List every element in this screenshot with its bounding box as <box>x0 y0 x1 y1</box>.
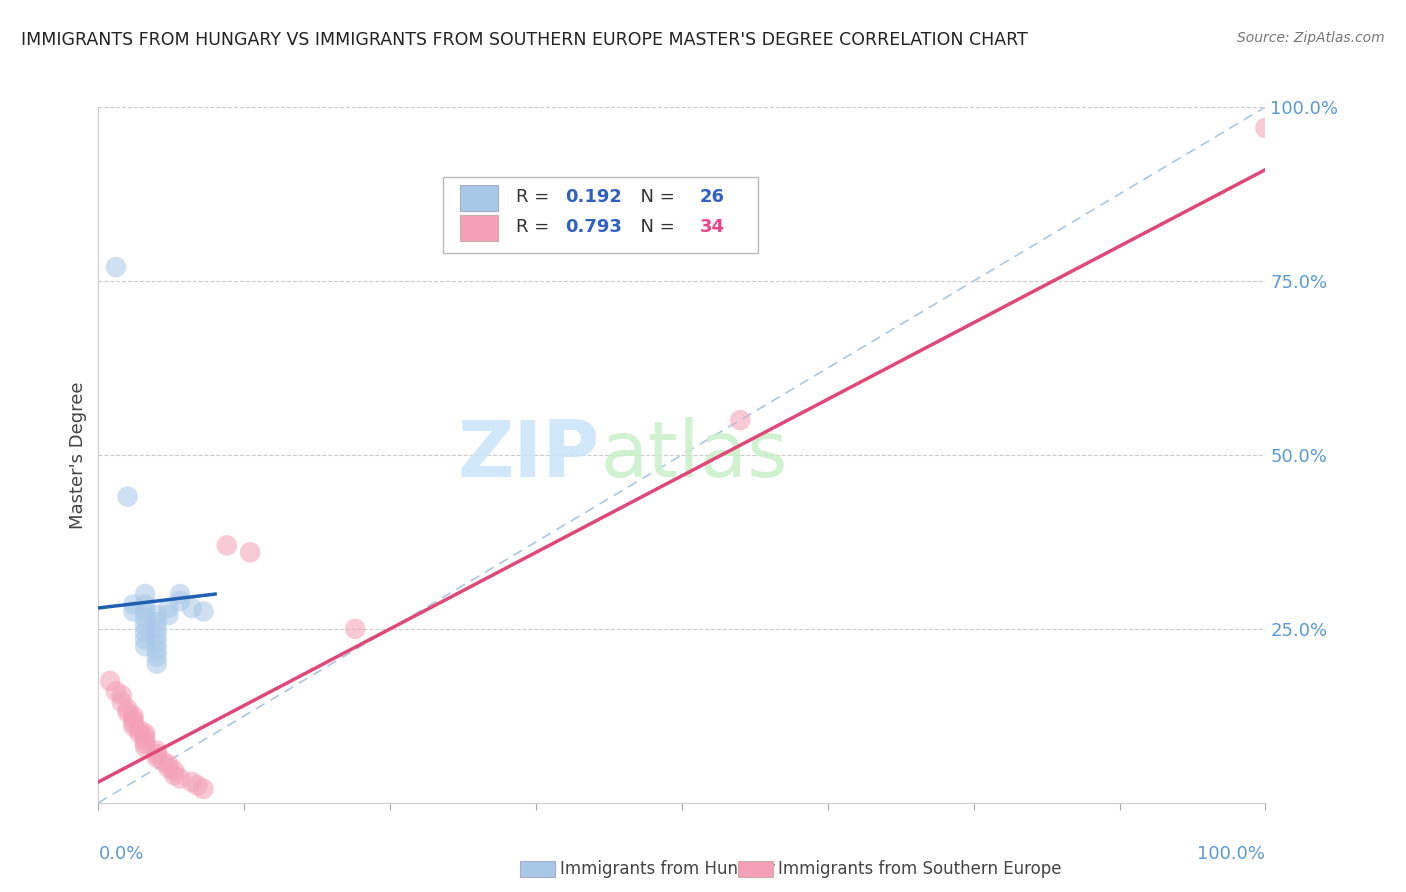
Text: N =: N = <box>630 219 681 236</box>
Point <box>157 757 180 772</box>
Point <box>169 587 191 601</box>
Point <box>157 761 180 775</box>
Point <box>104 684 127 698</box>
Text: ZIP: ZIP <box>458 417 600 493</box>
FancyBboxPatch shape <box>460 215 498 242</box>
Point <box>134 618 156 632</box>
Point <box>128 726 150 740</box>
FancyBboxPatch shape <box>460 185 498 211</box>
Point <box>104 260 127 274</box>
Point <box>239 545 262 559</box>
Point <box>730 413 752 427</box>
Point <box>157 607 180 622</box>
Text: 0.0%: 0.0% <box>98 845 143 863</box>
Point <box>134 598 156 612</box>
FancyBboxPatch shape <box>443 177 758 253</box>
Point <box>122 708 145 723</box>
Point <box>146 744 169 758</box>
Text: atlas: atlas <box>600 417 787 493</box>
Point <box>117 490 139 504</box>
Point <box>193 605 215 619</box>
Text: R =: R = <box>516 188 555 206</box>
Text: IMMIGRANTS FROM HUNGARY VS IMMIGRANTS FROM SOUTHERN EUROPE MASTER'S DEGREE CORRE: IMMIGRANTS FROM HUNGARY VS IMMIGRANTS FR… <box>21 31 1028 49</box>
Point <box>146 750 169 764</box>
Point <box>146 657 169 671</box>
Point <box>117 706 139 720</box>
Point <box>163 768 186 782</box>
Point <box>134 625 156 640</box>
Point <box>180 601 202 615</box>
Point <box>193 781 215 796</box>
Point <box>146 642 169 657</box>
Text: 0.793: 0.793 <box>565 219 621 236</box>
Point <box>122 598 145 612</box>
Text: Immigrants from Southern Europe: Immigrants from Southern Europe <box>778 860 1062 878</box>
Point <box>180 775 202 789</box>
Point <box>98 674 121 689</box>
Text: R =: R = <box>516 219 555 236</box>
Point <box>157 601 180 615</box>
Point <box>152 754 174 768</box>
Text: N =: N = <box>630 188 681 206</box>
Point <box>122 719 145 733</box>
Point <box>187 778 209 793</box>
Y-axis label: Master's Degree: Master's Degree <box>69 381 87 529</box>
Text: 26: 26 <box>699 188 724 206</box>
Point <box>146 607 169 622</box>
Point <box>111 695 134 709</box>
Point <box>134 611 156 625</box>
Point <box>169 772 191 786</box>
Point <box>122 712 145 726</box>
Point <box>122 715 145 730</box>
Point <box>134 587 156 601</box>
Point <box>146 615 169 629</box>
Point <box>134 733 156 747</box>
Point <box>146 747 169 761</box>
Point <box>1254 120 1277 135</box>
Text: 100.0%: 100.0% <box>1198 845 1265 863</box>
Point <box>134 740 156 755</box>
Text: Immigrants from Hungary: Immigrants from Hungary <box>560 860 775 878</box>
Point <box>134 726 156 740</box>
Point <box>117 702 139 716</box>
Text: 34: 34 <box>699 219 724 236</box>
Point <box>163 764 186 778</box>
Point <box>215 538 238 552</box>
Point <box>134 605 156 619</box>
Point <box>134 639 156 653</box>
Point <box>134 632 156 647</box>
Point <box>134 730 156 744</box>
Point <box>146 622 169 636</box>
Point <box>111 688 134 702</box>
Text: 0.192: 0.192 <box>565 188 621 206</box>
Point <box>128 723 150 737</box>
Point <box>146 636 169 650</box>
Text: Source: ZipAtlas.com: Source: ZipAtlas.com <box>1237 31 1385 45</box>
Point <box>146 629 169 643</box>
Point <box>344 622 367 636</box>
Point <box>146 649 169 664</box>
Point <box>134 737 156 751</box>
Point <box>122 605 145 619</box>
Point <box>169 594 191 608</box>
